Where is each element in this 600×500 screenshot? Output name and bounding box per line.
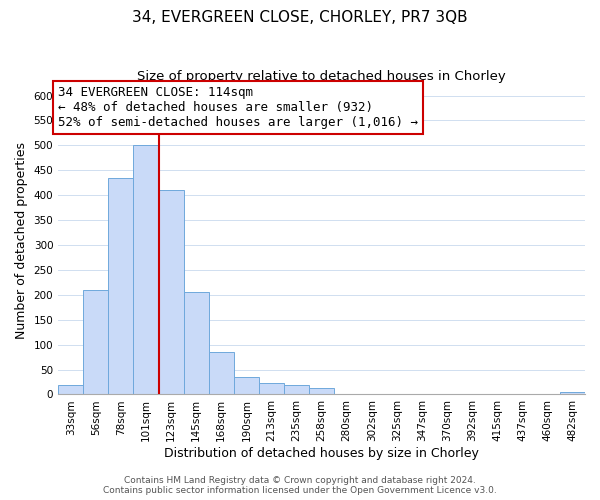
Bar: [109, 178, 133, 394]
X-axis label: Distribution of detached houses by size in Chorley: Distribution of detached houses by size …: [164, 447, 479, 460]
Bar: [158, 190, 184, 394]
Bar: [133, 146, 158, 394]
Bar: [83, 290, 109, 395]
Bar: [259, 384, 284, 394]
Bar: [284, 386, 309, 394]
Title: Size of property relative to detached houses in Chorley: Size of property relative to detached ho…: [137, 70, 506, 83]
Bar: [58, 386, 83, 394]
Bar: [309, 388, 334, 394]
Bar: [234, 377, 259, 394]
Text: 34, EVERGREEN CLOSE, CHORLEY, PR7 3QB: 34, EVERGREEN CLOSE, CHORLEY, PR7 3QB: [132, 10, 468, 25]
Bar: [560, 392, 585, 394]
Text: Contains HM Land Registry data © Crown copyright and database right 2024.
Contai: Contains HM Land Registry data © Crown c…: [103, 476, 497, 495]
Bar: [209, 352, 234, 395]
Bar: [184, 292, 209, 394]
Y-axis label: Number of detached properties: Number of detached properties: [15, 142, 28, 338]
Text: 34 EVERGREEN CLOSE: 114sqm
← 48% of detached houses are smaller (932)
52% of sem: 34 EVERGREEN CLOSE: 114sqm ← 48% of deta…: [58, 86, 418, 128]
